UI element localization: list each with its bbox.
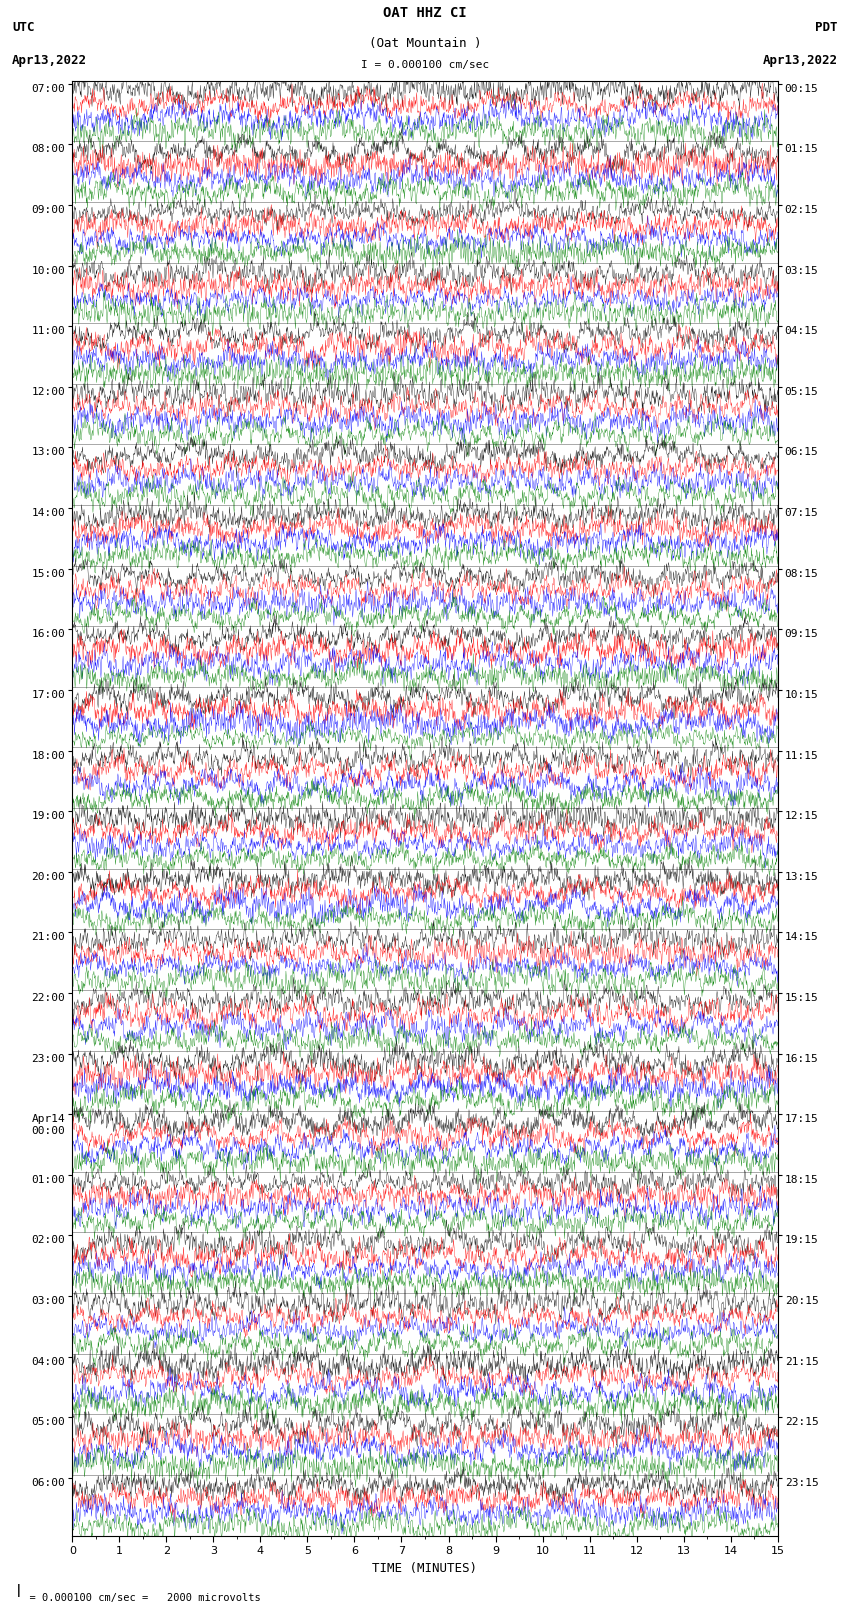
Text: (Oat Mountain ): (Oat Mountain )	[369, 37, 481, 50]
X-axis label: TIME (MINUTES): TIME (MINUTES)	[372, 1561, 478, 1574]
Text: = 0.000100 cm/sec =   2000 microvolts: = 0.000100 cm/sec = 2000 microvolts	[17, 1594, 261, 1603]
Text: Apr13,2022: Apr13,2022	[762, 55, 838, 68]
Text: PDT: PDT	[815, 21, 838, 34]
Text: I = 0.000100 cm/sec: I = 0.000100 cm/sec	[361, 60, 489, 71]
Text: Apr13,2022: Apr13,2022	[12, 55, 88, 68]
Text: OAT HHZ CI: OAT HHZ CI	[383, 5, 467, 19]
Text: |: |	[15, 1584, 23, 1597]
Text: UTC: UTC	[12, 21, 35, 34]
